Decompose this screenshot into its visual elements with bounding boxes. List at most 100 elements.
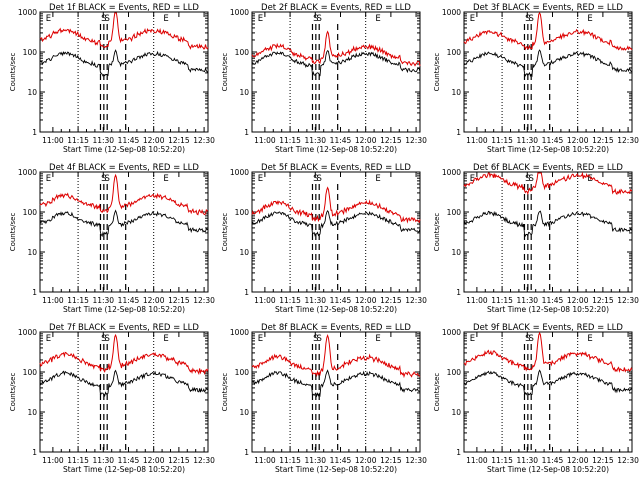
interval-marker-label: E bbox=[587, 14, 592, 24]
y-tick-label: 1000 bbox=[442, 168, 461, 177]
interval-marker-label: E bbox=[375, 174, 380, 184]
x-tick-label: 11:00 bbox=[466, 296, 488, 305]
panel-9: Det 9f BLACK = Events, RED = LLD 1 10 100 10… bbox=[433, 323, 639, 474]
y-tick-label: 100 bbox=[23, 208, 38, 217]
lld-series-line bbox=[39, 173, 209, 216]
panel-title: Det 1f BLACK = Events, RED = LLD bbox=[49, 3, 199, 13]
x-tick-label: 11:30 bbox=[92, 296, 114, 305]
x-tick-label: 12:00 bbox=[567, 136, 589, 145]
x-axis-label: Start Time (12-Sep-08 10:52:20) bbox=[487, 465, 609, 474]
y-tick-label: 10 bbox=[239, 248, 249, 257]
y-tick-label: 1000 bbox=[18, 328, 37, 337]
y-axis-label: Counts/sec bbox=[433, 53, 441, 92]
x-tick-label: 11:30 bbox=[92, 456, 114, 465]
events-series-line bbox=[39, 369, 209, 397]
panel-6: Det 6f BLACK = Events, RED = LLD 1 10 100 10… bbox=[433, 163, 639, 314]
x-tick-label: 11:30 bbox=[304, 136, 326, 145]
y-tick-label: 100 bbox=[235, 368, 250, 377]
x-tick-label: 12:00 bbox=[567, 296, 589, 305]
events-series-line bbox=[251, 369, 421, 398]
x-tick-label: 11:15 bbox=[279, 136, 301, 145]
x-tick-label: 11:00 bbox=[42, 296, 64, 305]
x-tick-label: 12:15 bbox=[380, 136, 402, 145]
events-series-line bbox=[39, 209, 209, 238]
plot-frame bbox=[463, 331, 633, 453]
lld-series-line bbox=[463, 171, 633, 196]
interval-marker-label: S bbox=[316, 334, 321, 344]
y-tick-label: 100 bbox=[447, 48, 462, 57]
x-tick-label: 11:15 bbox=[491, 296, 513, 305]
y-tick-label: 1 bbox=[244, 288, 249, 297]
interval-marker-label: S bbox=[528, 174, 533, 184]
y-tick-label: 100 bbox=[235, 208, 250, 217]
interval-marker-label: E bbox=[470, 14, 475, 24]
x-tick-label: 11:30 bbox=[304, 296, 326, 305]
x-tick-label: 11:30 bbox=[516, 136, 538, 145]
plot-frame bbox=[251, 11, 421, 133]
panel-title: Det 6f BLACK = Events, RED = LLD bbox=[473, 163, 623, 173]
y-axis-label: Counts/sec bbox=[221, 213, 229, 252]
x-tick-label: 11:45 bbox=[118, 456, 140, 465]
interval-marker-label: S bbox=[525, 174, 530, 184]
events-series-line bbox=[39, 49, 209, 77]
interval-marker-label: E bbox=[163, 334, 168, 344]
x-tick-label: 11:15 bbox=[279, 456, 301, 465]
panel-5: Det 5f BLACK = Events, RED = LLD 1 10 100 10… bbox=[221, 163, 427, 314]
y-axis-label: Counts/sec bbox=[221, 373, 229, 412]
interval-marker-label: S bbox=[104, 174, 109, 184]
events-series-line bbox=[251, 50, 421, 77]
y-tick-label: 1 bbox=[456, 448, 461, 457]
interval-marker-label: S bbox=[316, 14, 321, 24]
x-tick-label: 11:45 bbox=[542, 456, 564, 465]
plot-frame bbox=[251, 331, 421, 453]
plot-frame bbox=[463, 171, 633, 293]
interval-marker-label: S bbox=[101, 174, 106, 184]
panel-title: Det 5f BLACK = Events, RED = LLD bbox=[261, 163, 411, 173]
y-tick-label: 1000 bbox=[230, 328, 249, 337]
x-tick-label: 11:15 bbox=[491, 456, 513, 465]
events-series-line bbox=[463, 369, 633, 396]
panel-title: Det 4f BLACK = Events, RED = LLD bbox=[49, 163, 199, 173]
interval-marker-label: E bbox=[163, 174, 168, 184]
lld-series-line bbox=[39, 333, 209, 376]
interval-marker-label: S bbox=[528, 334, 533, 344]
x-tick-label: 12:15 bbox=[168, 136, 190, 145]
y-tick-label: 100 bbox=[235, 48, 250, 57]
y-tick-label: 10 bbox=[451, 408, 461, 417]
lld-series-line bbox=[463, 331, 633, 373]
y-tick-label: 10 bbox=[239, 408, 249, 417]
lld-series-line bbox=[463, 12, 633, 51]
plot-frame bbox=[39, 11, 209, 133]
panel-3: Det 3f BLACK = Events, RED = LLD 1 10 100 10… bbox=[433, 3, 639, 154]
lld-series-line bbox=[251, 333, 421, 379]
panel-title: Det 2f BLACK = Events, RED = LLD bbox=[261, 3, 411, 13]
x-axis-label: Start Time (12-Sep-08 10:52:20) bbox=[275, 465, 397, 474]
interval-marker-label: E bbox=[258, 174, 263, 184]
x-axis-label: Start Time (12-Sep-08 10:52:20) bbox=[63, 145, 185, 154]
interval-marker-label: E bbox=[258, 14, 263, 24]
y-tick-label: 1 bbox=[244, 128, 249, 137]
y-tick-label: 1 bbox=[244, 448, 249, 457]
x-tick-label: 11:30 bbox=[92, 136, 114, 145]
x-tick-label: 12:00 bbox=[355, 296, 377, 305]
interval-marker-label: E bbox=[375, 14, 380, 24]
x-tick-label: 12:00 bbox=[355, 456, 377, 465]
y-axis-label: Counts/sec bbox=[9, 213, 17, 252]
interval-marker-label: S bbox=[316, 174, 321, 184]
y-tick-label: 1000 bbox=[230, 168, 249, 177]
x-tick-label: 12:15 bbox=[168, 456, 190, 465]
x-tick-label: 12:30 bbox=[405, 296, 427, 305]
y-tick-label: 100 bbox=[447, 208, 462, 217]
panel-title: Det 3f BLACK = Events, RED = LLD bbox=[473, 3, 623, 13]
x-axis-label: Start Time (12-Sep-08 10:52:20) bbox=[487, 305, 609, 314]
interval-marker-label: E bbox=[587, 334, 592, 344]
panel-1: Det 1f BLACK = Events, RED = LLD 1 10 100 10… bbox=[9, 3, 215, 154]
x-tick-label: 11:15 bbox=[491, 136, 513, 145]
panel-title: Det 7f BLACK = Events, RED = LLD bbox=[49, 323, 199, 333]
x-tick-label: 11:00 bbox=[42, 456, 64, 465]
plot-frame bbox=[463, 11, 633, 133]
y-axis-label: Counts/sec bbox=[9, 373, 17, 412]
x-tick-label: 11:30 bbox=[516, 296, 538, 305]
interval-marker-label: E bbox=[587, 174, 592, 184]
